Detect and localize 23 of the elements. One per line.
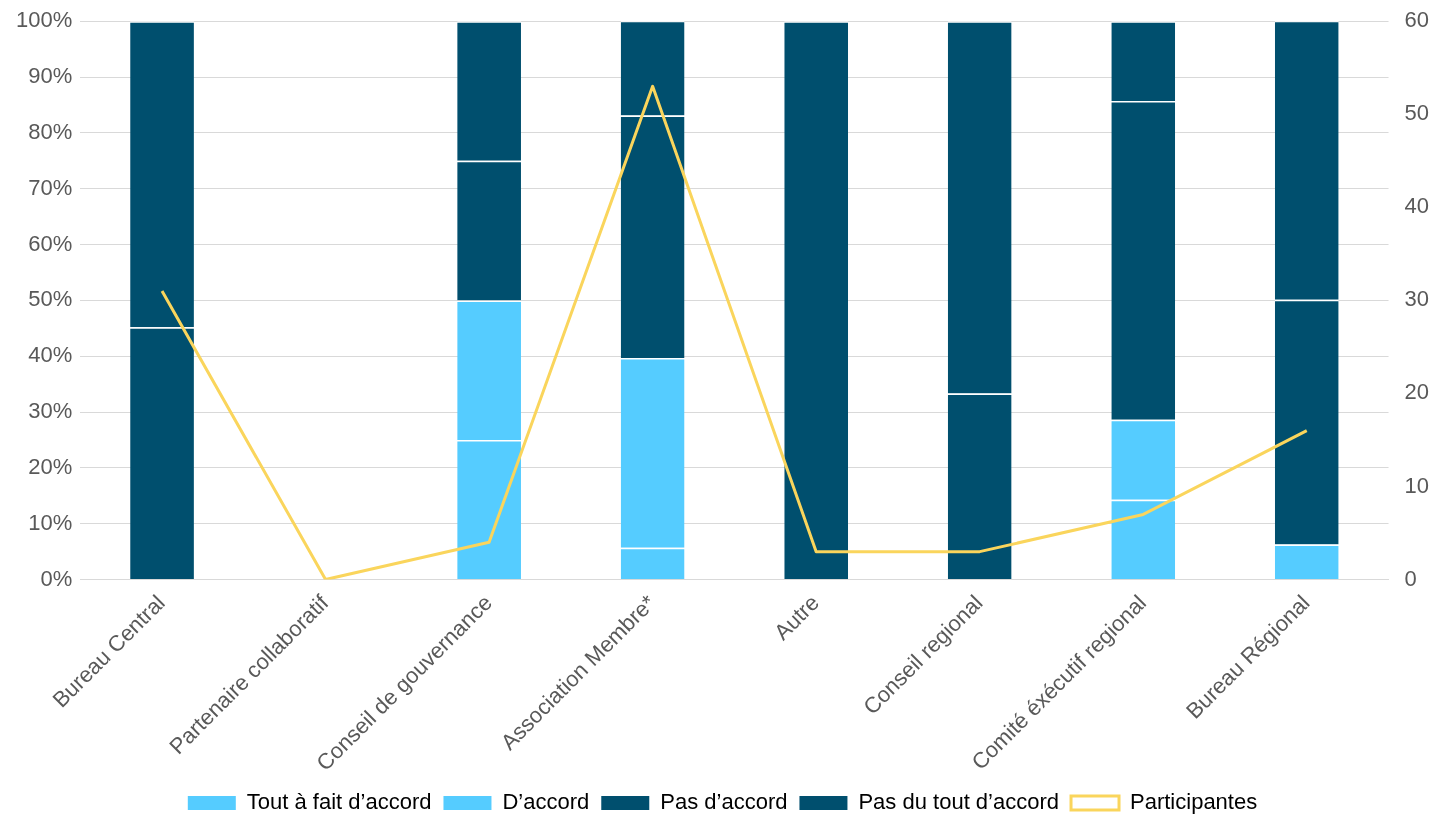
legend-label: D’accord	[502, 789, 590, 815]
y-tick-label: 90%	[28, 63, 73, 89]
y2-tick-label: 20	[1404, 379, 1430, 405]
legend-label: Participantes	[1130, 789, 1258, 815]
y-tick-label: 20%	[28, 453, 73, 479]
y2-tick-label: 60	[1404, 7, 1430, 33]
legend-label: Pas du tout d’accord	[858, 789, 1060, 815]
y-tick-label: 0%	[40, 565, 73, 591]
y-tick-label: 50%	[28, 286, 73, 312]
y2-tick-label: 0	[1404, 565, 1417, 591]
y-tick-label: 40%	[28, 342, 73, 368]
y-tick-label: 100%	[15, 7, 73, 33]
y-tick-label: 30%	[28, 398, 73, 424]
y-tick-label: 80%	[28, 118, 73, 144]
y2-tick-label: 30	[1404, 286, 1430, 312]
y2-tick-label: 10	[1404, 472, 1430, 498]
legend-label: Pas d’accord	[660, 789, 788, 815]
y2-tick-label: 40	[1404, 193, 1430, 219]
y-tick-label: 10%	[28, 509, 73, 535]
legend-label: Tout à fait d’accord	[246, 789, 432, 815]
y-tick-label: 60%	[28, 230, 73, 256]
y2-tick-label: 50	[1404, 100, 1430, 126]
y-tick-label: 70%	[28, 174, 73, 200]
